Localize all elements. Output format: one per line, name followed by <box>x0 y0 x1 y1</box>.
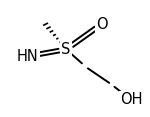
Text: O: O <box>96 17 107 32</box>
Text: OH: OH <box>120 92 142 107</box>
Text: S: S <box>61 42 71 57</box>
Text: HN: HN <box>17 49 39 64</box>
